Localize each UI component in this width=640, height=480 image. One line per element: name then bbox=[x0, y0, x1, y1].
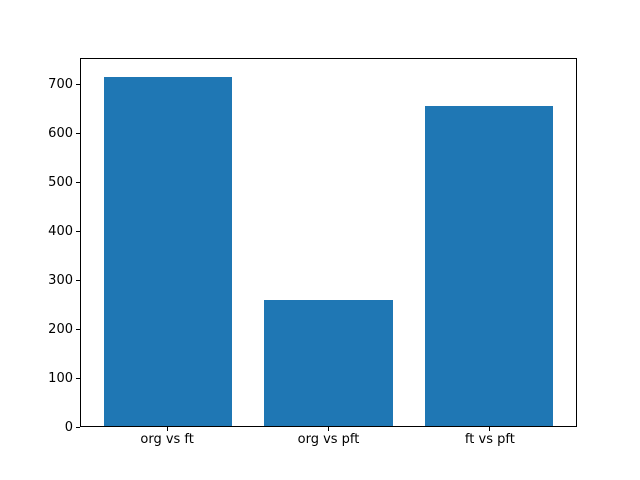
y-tick-mark bbox=[76, 181, 80, 183]
y-tick-mark bbox=[76, 328, 80, 330]
x-tick-label-ft-vs-pft: ft vs pft bbox=[464, 432, 515, 447]
x-tick-mark bbox=[489, 427, 491, 431]
x-tick-label-org-vs-ft: org vs ft bbox=[140, 432, 194, 447]
y-tick-label-700: 700 bbox=[48, 76, 73, 92]
bar-org-vs-pft bbox=[264, 300, 393, 426]
y-tick-mark bbox=[76, 279, 80, 281]
y-tick-label-400: 400 bbox=[48, 223, 73, 239]
y-tick-mark bbox=[76, 230, 80, 232]
x-tick-mark bbox=[328, 427, 329, 431]
y-tick-mark bbox=[76, 426, 80, 428]
bar-ft-vs-pft bbox=[424, 105, 554, 426]
y-tick-mark bbox=[76, 377, 80, 379]
y-tick-label-200: 200 bbox=[48, 321, 73, 337]
y-tick-mark bbox=[76, 83, 80, 85]
y-tick-label-300: 300 bbox=[48, 272, 73, 288]
y-tick-label-100: 100 bbox=[48, 370, 73, 386]
x-tick-mark bbox=[166, 427, 168, 431]
bar-org-vs-ft bbox=[103, 76, 233, 426]
plot-area bbox=[80, 58, 577, 427]
y-tick-label-600: 600 bbox=[48, 125, 73, 141]
y-tick-mark bbox=[76, 132, 80, 134]
x-tick-label-org-vs-pft: org vs pft bbox=[297, 432, 360, 447]
y-tick-label-500: 500 bbox=[48, 174, 73, 190]
y-tick-label-0: 0 bbox=[64, 419, 73, 435]
